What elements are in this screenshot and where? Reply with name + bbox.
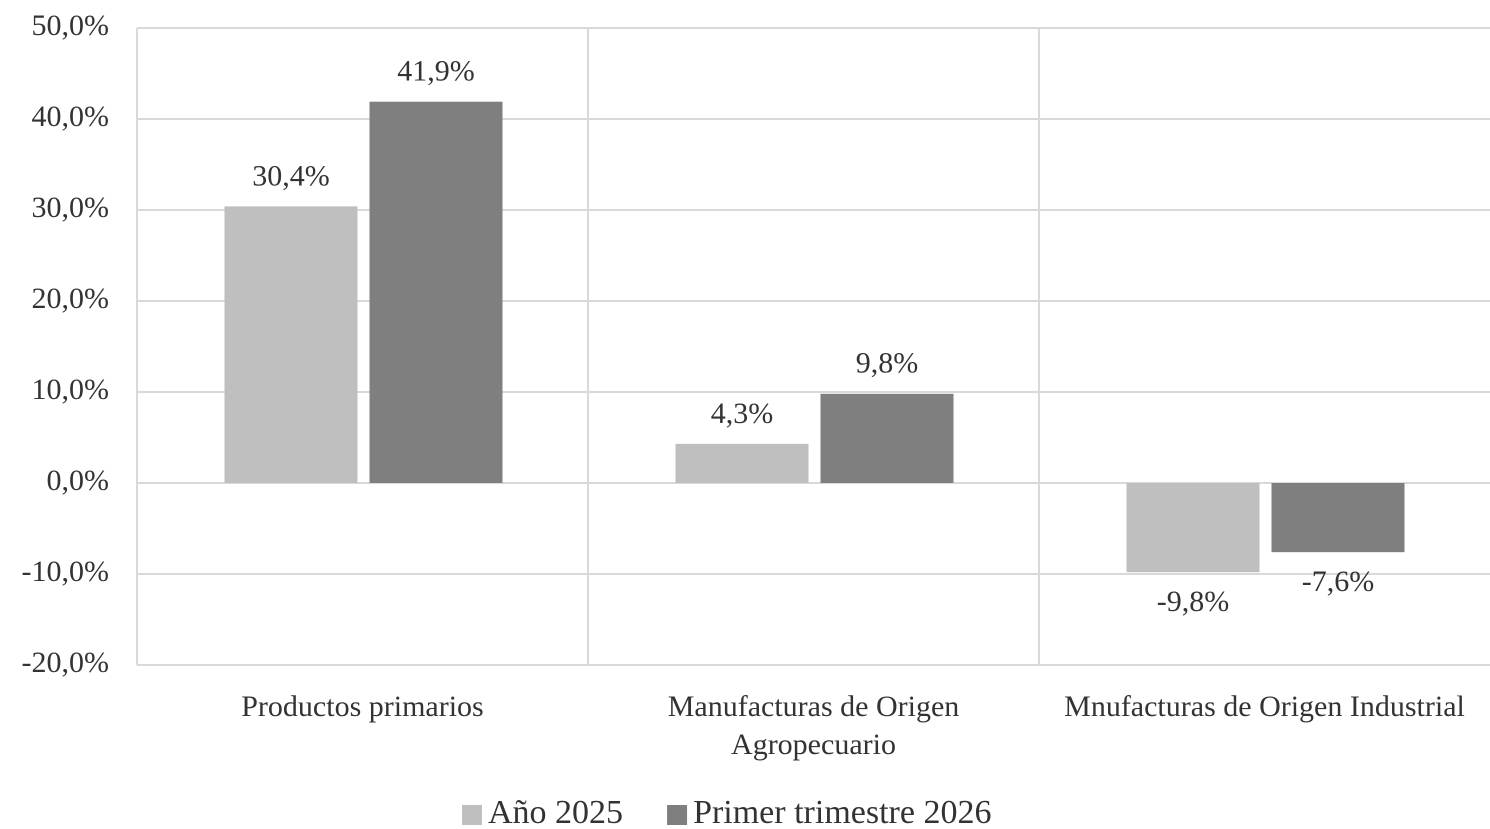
- value-label: -9,8%: [1157, 585, 1229, 618]
- bar: [675, 443, 809, 483]
- y-tick-label: 0,0%: [47, 464, 110, 497]
- y-tick-label: -20,0%: [22, 646, 109, 679]
- x-tick-label: Productos primarios: [241, 690, 484, 723]
- value-label: 41,9%: [397, 55, 475, 88]
- x-tick-label: Mnufacturas de Origen Industrial: [1064, 690, 1465, 723]
- y-tick-label: 10,0%: [32, 373, 110, 406]
- bar: [369, 101, 503, 484]
- y-tick-label: -10,0%: [22, 555, 109, 588]
- value-label: 30,4%: [252, 159, 330, 192]
- value-label: 9,8%: [856, 347, 919, 380]
- legend-swatch: [462, 805, 482, 825]
- legend-label: Año 2025: [488, 794, 623, 829]
- value-label: 4,3%: [711, 397, 774, 430]
- y-tick-label: 50,0%: [32, 9, 110, 42]
- x-tick-label: Manufacturas de Origen Agropecuario: [667, 690, 960, 761]
- bar: [224, 206, 358, 484]
- y-tick-label: 30,0%: [32, 191, 110, 224]
- legend-label: Primer trimestre 2026: [693, 794, 991, 829]
- y-tick-label: 20,0%: [32, 282, 110, 315]
- bar: [1271, 483, 1405, 553]
- value-label: -7,6%: [1302, 565, 1374, 598]
- bar: [820, 393, 954, 483]
- bar: [1126, 483, 1260, 573]
- y-tick-label: 40,0%: [32, 100, 110, 133]
- legend-swatch: [667, 805, 688, 825]
